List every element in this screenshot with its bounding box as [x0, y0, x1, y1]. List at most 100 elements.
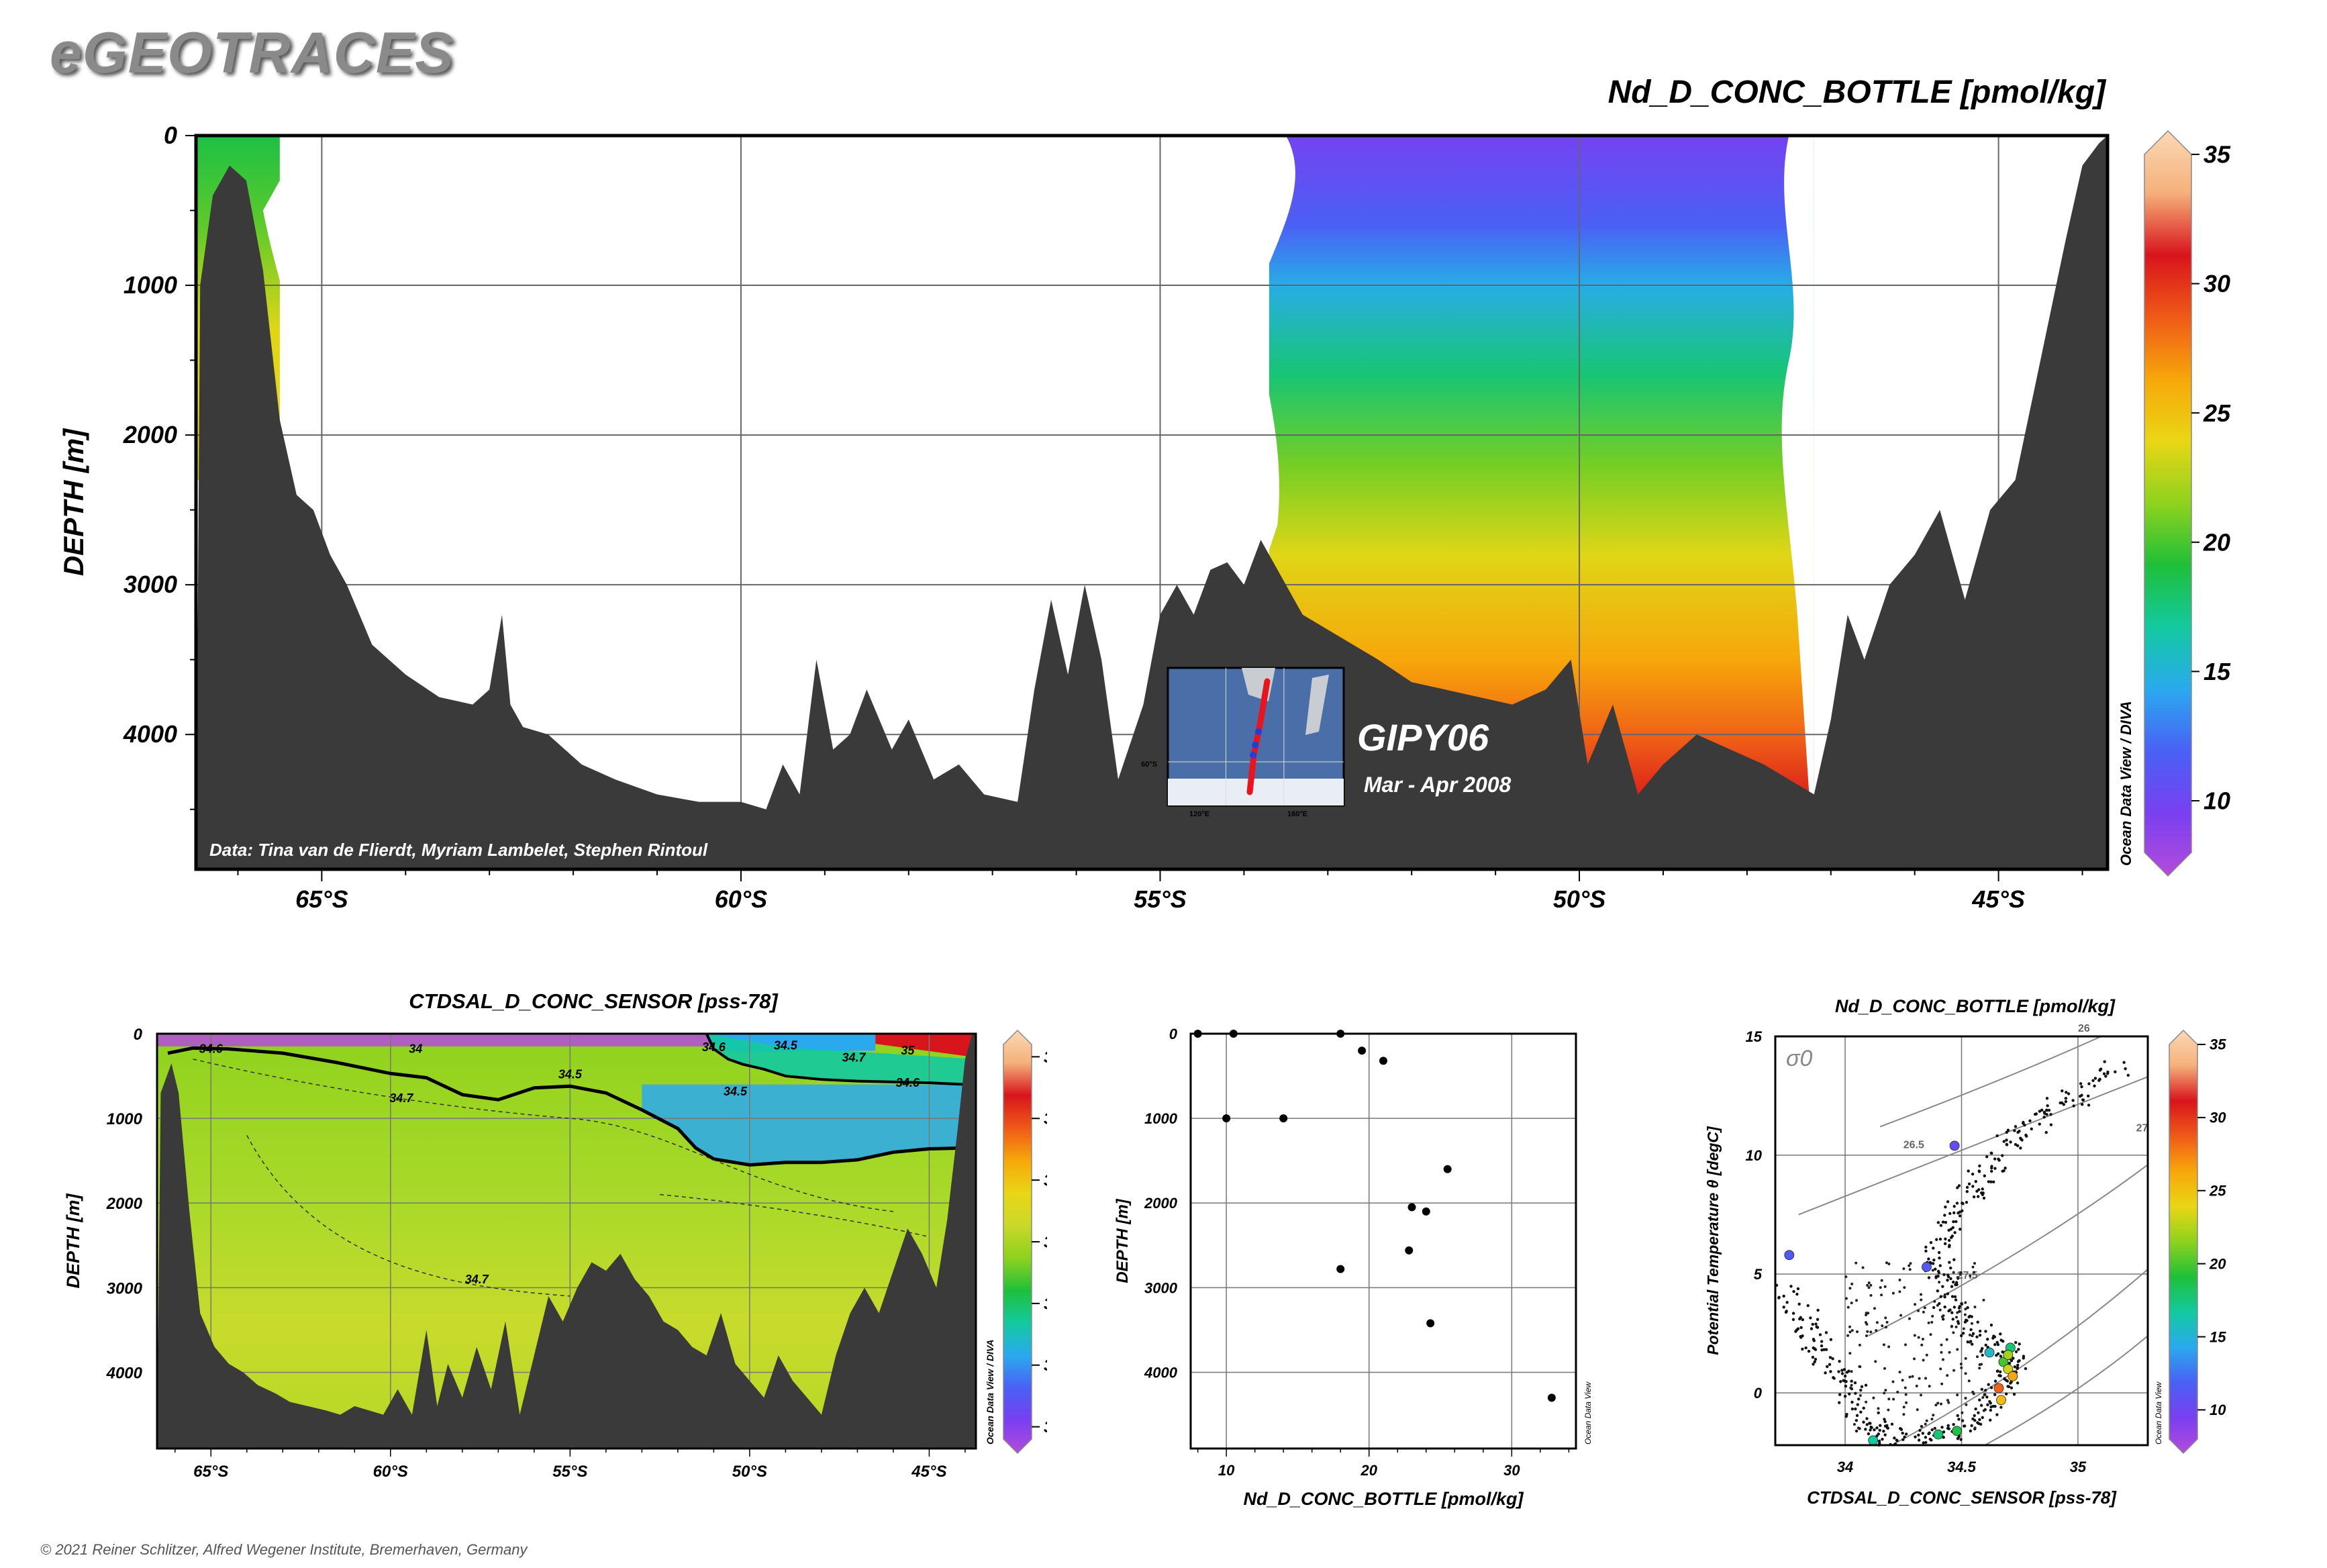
- ctd-point: [1960, 1302, 1964, 1306]
- nd-profile-chart: 10 20 30 0 1000 2000 3000 4000 Nd_D_CONC_BOTTLE …: [1113, 1026, 1593, 1509]
- ctd-point: [1842, 1379, 1845, 1382]
- nd-bottle-point: [1949, 1140, 1960, 1151]
- isopycnal-line: [1798, 1076, 2148, 1216]
- ctd-point: [1899, 1427, 1903, 1430]
- ctd-point: [1952, 1369, 1956, 1372]
- contour-label: 34.7: [842, 1050, 867, 1064]
- isopycnal-label: 26: [2078, 1023, 2090, 1034]
- ctd-point: [1855, 1299, 1859, 1302]
- ctd-point: [1883, 1418, 1886, 1421]
- ctd-point: [1865, 1417, 1869, 1420]
- ctd-point: [1869, 1330, 1873, 1334]
- ctd-point: [1859, 1388, 1863, 1392]
- nd-bottle-point: [2003, 1364, 2014, 1375]
- ctd-point: [1843, 1394, 1847, 1398]
- ctd-point: [1875, 1426, 1879, 1430]
- ctd-point: [1969, 1429, 1973, 1433]
- ctd-point: [1869, 1293, 1873, 1297]
- ctd-point: [1892, 1398, 1895, 1401]
- ctd-point: [1955, 1283, 1959, 1287]
- ctd-point: [1887, 1262, 1891, 1265]
- ctd-point: [1932, 1262, 1935, 1265]
- ctd-point: [1782, 1306, 1785, 1309]
- ctd-point: [1964, 1357, 1967, 1360]
- ctd-point: [1961, 1202, 1965, 1206]
- colorbar-tick-label: 34.75: [1044, 1172, 1047, 1190]
- ctd-point: [1980, 1387, 1984, 1391]
- ctd-point: [1904, 1343, 1908, 1346]
- ctd-point: [2122, 1061, 2126, 1065]
- ctd-point: [1865, 1313, 1868, 1316]
- colorbar-tick-label: 25: [2203, 399, 2231, 427]
- ctd-point: [1801, 1318, 1805, 1322]
- ctd-point: [1901, 1431, 1904, 1435]
- ctd-point: [1875, 1329, 1878, 1332]
- ctd-point: [1864, 1383, 1868, 1387]
- ctd-point: [1982, 1409, 1985, 1412]
- ctd-point: [1925, 1419, 1928, 1422]
- ctd-point: [1947, 1427, 1951, 1430]
- ctd-point: [1879, 1424, 1882, 1427]
- ctd-point: [1966, 1306, 1969, 1310]
- contour-label: 34.6: [702, 1040, 726, 1054]
- ctd-point: [1848, 1392, 1851, 1395]
- ctd-point: [1824, 1348, 1828, 1351]
- ctd-point: [1991, 1180, 1995, 1184]
- ctd-point: [1938, 1257, 1941, 1260]
- ctd-point: [1979, 1404, 1983, 1407]
- ctd-point: [1799, 1326, 1803, 1329]
- ctd-point: [2097, 1079, 2101, 1082]
- ctd-point: [2001, 1154, 2004, 1157]
- ctd-point: [1916, 1408, 1919, 1412]
- ctd-point: [1950, 1295, 1954, 1298]
- ctd-point: [1898, 1371, 1901, 1374]
- ctd-point: [2001, 1350, 2004, 1354]
- bathymetry: [157, 1034, 976, 1449]
- copyright-text: © 2021 Reiner Schlitzer, Alfred Wegener …: [40, 1541, 528, 1558]
- colorbar-tick-label: 30: [2204, 270, 2230, 297]
- ctd-point: [1943, 1305, 1946, 1309]
- ctd-point: [1977, 1170, 1981, 1173]
- ctd-point: [2067, 1092, 2071, 1095]
- ctd-point: [1902, 1267, 1905, 1271]
- ctd-point: [1893, 1436, 1896, 1440]
- ctd-point: [1965, 1185, 1969, 1189]
- ctd-point: [1959, 1228, 1962, 1231]
- ctd-point: [1975, 1189, 1979, 1193]
- nd-bottle-point: [1952, 1426, 1962, 1436]
- ctd-point: [1964, 1397, 1967, 1400]
- ctd-point: [1899, 1314, 1903, 1317]
- ctd-point: [1985, 1337, 1989, 1341]
- isopycnal-label: 26.5: [1903, 1139, 1924, 1150]
- profile-point: [1422, 1207, 1430, 1216]
- ctd-point: [1932, 1306, 1936, 1310]
- ctd-point: [1814, 1357, 1818, 1361]
- cruise-label: GIPY06: [1357, 716, 1489, 758]
- ctd-point: [1861, 1266, 1865, 1269]
- ctd-point: [1845, 1412, 1848, 1416]
- inset-map: 60°S 120°E 160°E: [1141, 667, 1345, 818]
- ctd-point: [1957, 1184, 1961, 1187]
- ctd-point: [2106, 1072, 2110, 1075]
- ctd-point: [1850, 1383, 1853, 1387]
- ctd-point: [1944, 1220, 1948, 1224]
- y-axis-label: DEPTH [m]: [58, 428, 89, 576]
- ctd-point: [1877, 1432, 1880, 1436]
- ctd-point: [1859, 1394, 1862, 1398]
- ctd-point: [1936, 1221, 1940, 1224]
- ctd-point: [1895, 1438, 1899, 1442]
- colorbar-tick-label: 35: [1044, 1110, 1047, 1128]
- y-tick-label: 1000: [1144, 1110, 1178, 1127]
- y-axis-label: DEPTH [m]: [1113, 1198, 1132, 1283]
- x-tick-label: 65°S: [193, 1463, 228, 1481]
- ctd-point: [1908, 1317, 1911, 1320]
- ctd-point: [1931, 1269, 1934, 1272]
- contour-label: 34.7: [465, 1273, 489, 1286]
- ctd-point: [1903, 1286, 1906, 1289]
- ctd-point: [1856, 1426, 1860, 1430]
- ctd-point: [1997, 1157, 2000, 1161]
- ctd-point: [1879, 1286, 1882, 1289]
- ctd-point: [1967, 1182, 1971, 1186]
- ctd-point: [1967, 1315, 1971, 1319]
- ctd-point: [1924, 1377, 1928, 1380]
